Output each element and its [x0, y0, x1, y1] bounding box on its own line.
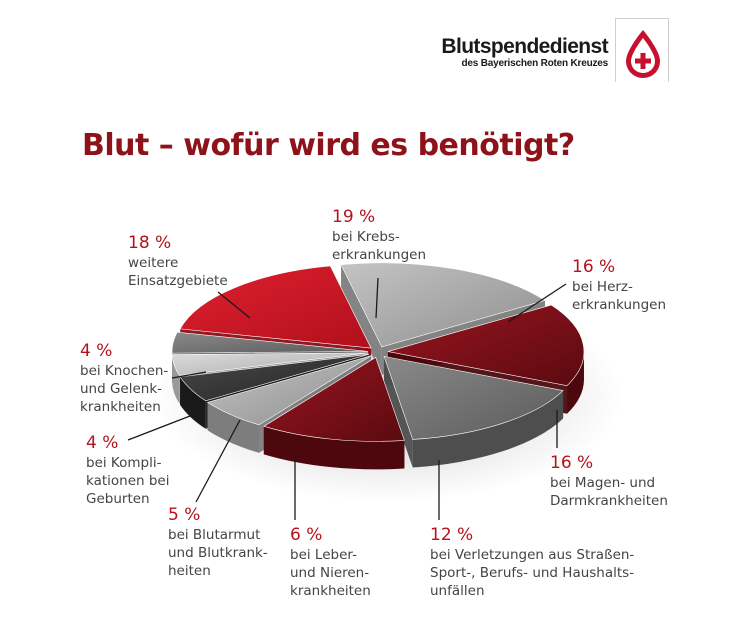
- slice-percent: 19 %: [332, 207, 376, 227]
- pie-slice: [206, 355, 372, 426]
- pie-slice-side: [341, 264, 382, 375]
- logo-subtitle: des Bayerischen Roten Kreuzes: [461, 58, 609, 69]
- slice-percent: 4 %: [86, 433, 119, 453]
- slice-description: bei Leber-und Nieren-krankheiten: [290, 547, 371, 599]
- slice-description: bei Kompli-kationen bei Geburten: [86, 455, 170, 507]
- leader-line: [217, 291, 251, 319]
- pie-slice: [383, 355, 564, 440]
- logo-title: Blutspendedienst: [441, 35, 608, 58]
- pie-slice: [340, 262, 546, 348]
- slice-label: 18 % weitere Einsatzgebiete: [128, 232, 228, 290]
- slice-percent: 16 %: [550, 453, 594, 473]
- slice-percent: 6 %: [290, 525, 323, 545]
- slice-percent: 18 %: [128, 233, 172, 253]
- page-title: Blut – wofür wird es benötigt?: [82, 128, 575, 163]
- slice-label: 6 % bei Leber-und Nieren-krankheiten: [290, 524, 371, 600]
- leader-line: [507, 283, 567, 323]
- leader-line: [375, 277, 379, 319]
- slice-description: weitere Einsatzgebiete: [128, 255, 228, 289]
- logo: Blutspendedienst des Bayerischen Roten K…: [438, 18, 670, 82]
- slice-label: 16 % bei Herz-erkrankungen: [572, 256, 666, 314]
- pie-slice-side: [384, 356, 413, 468]
- leader-line: [127, 415, 191, 441]
- slice-label: 5 % bei Blutarmut und Blutkrank-heiten: [168, 504, 268, 580]
- logo-text: Blutspendedienst des Bayerischen Roten K…: [438, 36, 608, 70]
- pie-slice: [179, 265, 372, 349]
- leader-line: [195, 419, 241, 503]
- slice-label: 4 % bei Knochen-und Gelenk-krankheiten: [80, 340, 168, 416]
- slice-percent: 16 %: [572, 257, 616, 277]
- leader-line: [171, 371, 207, 379]
- slice-description: bei Magen- und Darmkrankheiten: [550, 475, 668, 509]
- slice-description: bei Herz-erkrankungen: [572, 279, 666, 313]
- pie-slice: [387, 304, 585, 387]
- pie-slice-wall: [263, 426, 405, 470]
- slice-description: bei Krebs-erkrankungen: [332, 229, 426, 263]
- slice-description: bei Blutarmut und Blutkrank-heiten: [168, 527, 268, 579]
- pie-slice: [171, 331, 369, 354]
- slice-label: 12 % bei Verletzungen aus Straßen- Sport-,…: [430, 524, 634, 600]
- slice-description: bei Verletzungen aus Straßen- Sport-, Ber…: [430, 547, 635, 599]
- slice-label: 19 % bei Krebs-erkrankungen: [332, 206, 426, 264]
- blood-drop-cross-icon: [615, 18, 669, 82]
- pie-slice: [171, 352, 369, 376]
- slice-label: 4 % bei Kompli-kationen bei Geburten: [86, 432, 170, 508]
- slice-percent: 4 %: [80, 341, 113, 361]
- pie-slice-wall: [567, 351, 584, 414]
- pie-slice-wall: [412, 390, 564, 468]
- slice-percent: 5 %: [168, 505, 201, 525]
- slice-percent: 12 %: [430, 525, 474, 545]
- pie-slice: [263, 356, 405, 442]
- slice-label: 16 % bei Magen- und Darmkrankheiten: [550, 452, 668, 510]
- slice-description: bei Knochen-und Gelenk-krankheiten: [80, 363, 169, 415]
